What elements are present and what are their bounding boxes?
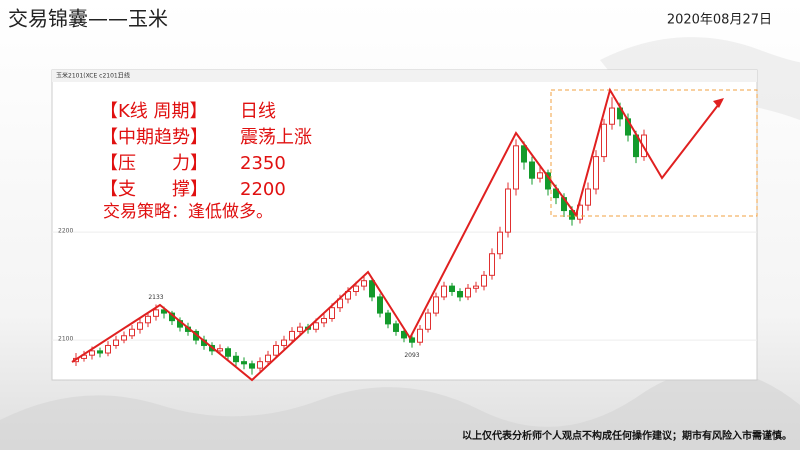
- analysis-value: 日线: [240, 101, 276, 122]
- candle-body: [313, 322, 319, 330]
- analysis-label: 【K线 周期】: [100, 101, 208, 122]
- candle-body: [265, 354, 271, 363]
- candle-body: [241, 361, 247, 365]
- candle-body: [385, 312, 391, 325]
- candle-body: [145, 315, 151, 324]
- candle-body: [297, 326, 303, 332]
- analysis-value: 震荡上涨: [240, 127, 312, 148]
- candle-body: [233, 355, 239, 363]
- candle-body: [537, 172, 543, 179]
- candle-body: [465, 287, 471, 298]
- candle-body: [473, 285, 479, 289]
- candle-body: [497, 231, 503, 255]
- candle-body: [329, 307, 335, 319]
- candle-body: [401, 330, 407, 339]
- trend-arrow: [713, 98, 724, 108]
- candle-body: [505, 188, 511, 233]
- candle-body: [273, 344, 279, 356]
- chart-toolbar: [52, 70, 757, 82]
- trough-label: 2093: [404, 352, 419, 359]
- candle-body: [449, 285, 455, 293]
- candle-body: [289, 330, 295, 341]
- candle-body: [113, 339, 119, 346]
- candle-body: [281, 339, 287, 346]
- candle-body: [441, 285, 447, 298]
- candle-body: [353, 285, 359, 293]
- candle-body: [425, 312, 431, 330]
- analysis-label: 【中期趋势】: [100, 127, 208, 148]
- candle-body: [137, 322, 143, 330]
- candle-body: [481, 274, 487, 287]
- slide-title: 交易锦囊——玉米: [8, 7, 168, 31]
- analysis-label: 【支 撑】: [100, 179, 208, 200]
- candle-body: [121, 335, 127, 341]
- candle-body: [249, 363, 255, 369]
- candle-body: [217, 348, 223, 352]
- candle-body: [393, 323, 399, 332]
- candle-body: [593, 156, 599, 190]
- candle-body: [585, 188, 591, 206]
- candle-body: [257, 361, 263, 369]
- candle-body: [513, 145, 519, 190]
- trend-line: [71, 87, 723, 382]
- candle-body: [89, 350, 95, 356]
- disclaimer: 以上仅代表分析师个人观点不构成任何操作建议；期市有风险入市需谨慎。: [462, 429, 792, 442]
- candle-body: [529, 161, 535, 179]
- analysis-value: 2350: [240, 153, 286, 174]
- candle-body: [377, 296, 383, 314]
- candle-body: [521, 145, 527, 163]
- strategy: 交易策略：逢低做多。: [103, 202, 273, 222]
- candle-body: [609, 107, 615, 125]
- candle-body: [369, 280, 375, 298]
- candle-body: [457, 291, 463, 298]
- candle-body: [433, 296, 439, 314]
- slide-date: 2020年08月27日: [667, 13, 772, 28]
- candle-body: [417, 328, 423, 343]
- y-tick-label: 2100: [58, 336, 73, 343]
- peak-label: 2133: [148, 294, 163, 301]
- candle-body: [489, 253, 495, 276]
- candle-body: [97, 350, 103, 354]
- consolidation-box: [550, 89, 758, 217]
- analysis-label: 【压 力】: [100, 153, 208, 174]
- y-tick-label: 2200: [58, 228, 73, 235]
- candle-body: [153, 309, 159, 317]
- toolbar-symbol: 玉米2101(XCE c2101): [56, 72, 120, 80]
- toolbar-period: 日线: [118, 72, 130, 80]
- candle-body: [409, 337, 415, 343]
- candle-body: [129, 328, 135, 337]
- analysis-value: 2200: [240, 179, 286, 200]
- candle-body: [361, 280, 367, 287]
- candle-body: [105, 344, 111, 354]
- candle-body: [321, 317, 327, 324]
- mountain-wash: [0, 369, 800, 450]
- candle-body: [601, 123, 607, 158]
- candle-body: [225, 348, 231, 357]
